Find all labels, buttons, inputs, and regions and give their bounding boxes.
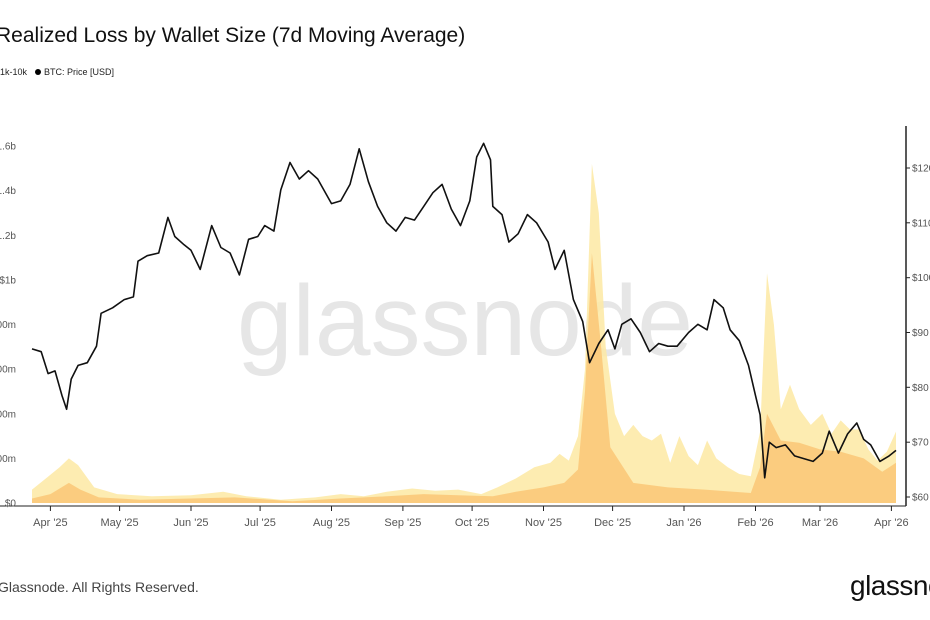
x-tick-label: Dec '25 [594,517,631,529]
x-tick-label: Apr '25 [33,517,68,529]
y-right-tick-label: $120 [912,164,930,175]
legend-label-1k-10k: 1k-10k [0,67,28,77]
footer-copyright: Glassnode. All Rights Reserved. [0,579,199,595]
x-tick-label: Nov '25 [525,517,562,529]
x-tick-label: Apr '26 [874,517,909,529]
y-left-tick-label: $0 [5,499,17,510]
y-right-tick-label: $110 [912,218,930,229]
y-left-tick-label: 1.6b [0,142,16,153]
legend-dot-icon [35,69,42,75]
y-right-tick-label: $90 [912,328,929,339]
y-right-tick-label: $80 [912,383,929,394]
y-right-tick-label: $60 [912,493,929,504]
x-tick-label: Aug '25 [313,517,350,529]
legend-label-btc-price: BTC: Price [USD] [44,67,115,77]
price-line-group [31,142,897,479]
y-left-tick-label: 600m [0,365,16,376]
x-tick-label: Feb '26 [737,517,773,529]
watermark: glassnode [237,265,693,377]
chart-title: Realized Loss by Wallet Size (7d Moving … [0,24,466,47]
brand-logo: glassnode [850,570,930,601]
y-right-ticks: $60 $70 $80 $90 $100 $110 $120 [906,164,930,504]
legend: 1k-10k BTC: Price [USD] [0,67,114,77]
y-right-tick-label: $70 [912,438,929,449]
x-tick-label: Jul '25 [244,517,275,529]
x-tick-label: Jun '25 [173,517,208,529]
y-left-tick-label: 200m [0,454,16,465]
y-left-tick-label: 800m [0,320,16,331]
y-left-ticks: $0 200m 400m 600m 800m $1b 1.2b 1.4b 1.6b [0,142,16,510]
x-tick-label: Jan '26 [666,517,701,529]
y-left-tick-label: 400m [0,409,16,420]
y-left-tick-label: 1.2b [0,231,16,242]
y-left-tick-label: 1.4b [0,186,16,197]
area-series-group [32,163,896,503]
x-tick-label: Oct '25 [455,517,490,529]
x-tick-label: Mar '26 [802,517,838,529]
x-tick-label: Sep '25 [384,517,421,529]
price-line [31,142,897,479]
y-left-tick-label: $1b [0,275,16,286]
x-tick-label: May '25 [101,517,139,529]
y-right-tick-label: $100 [912,273,930,284]
legend-item-1k-10k[interactable]: 1k-10k [0,67,27,77]
x-ticks: Apr '25 May '25 Jun '25 Jul '25 Aug '25 Sep '… [33,506,909,529]
legend-item-btc-price[interactable]: BTC: Price [USD] [35,67,114,77]
area-series-1k-10k [32,253,896,503]
